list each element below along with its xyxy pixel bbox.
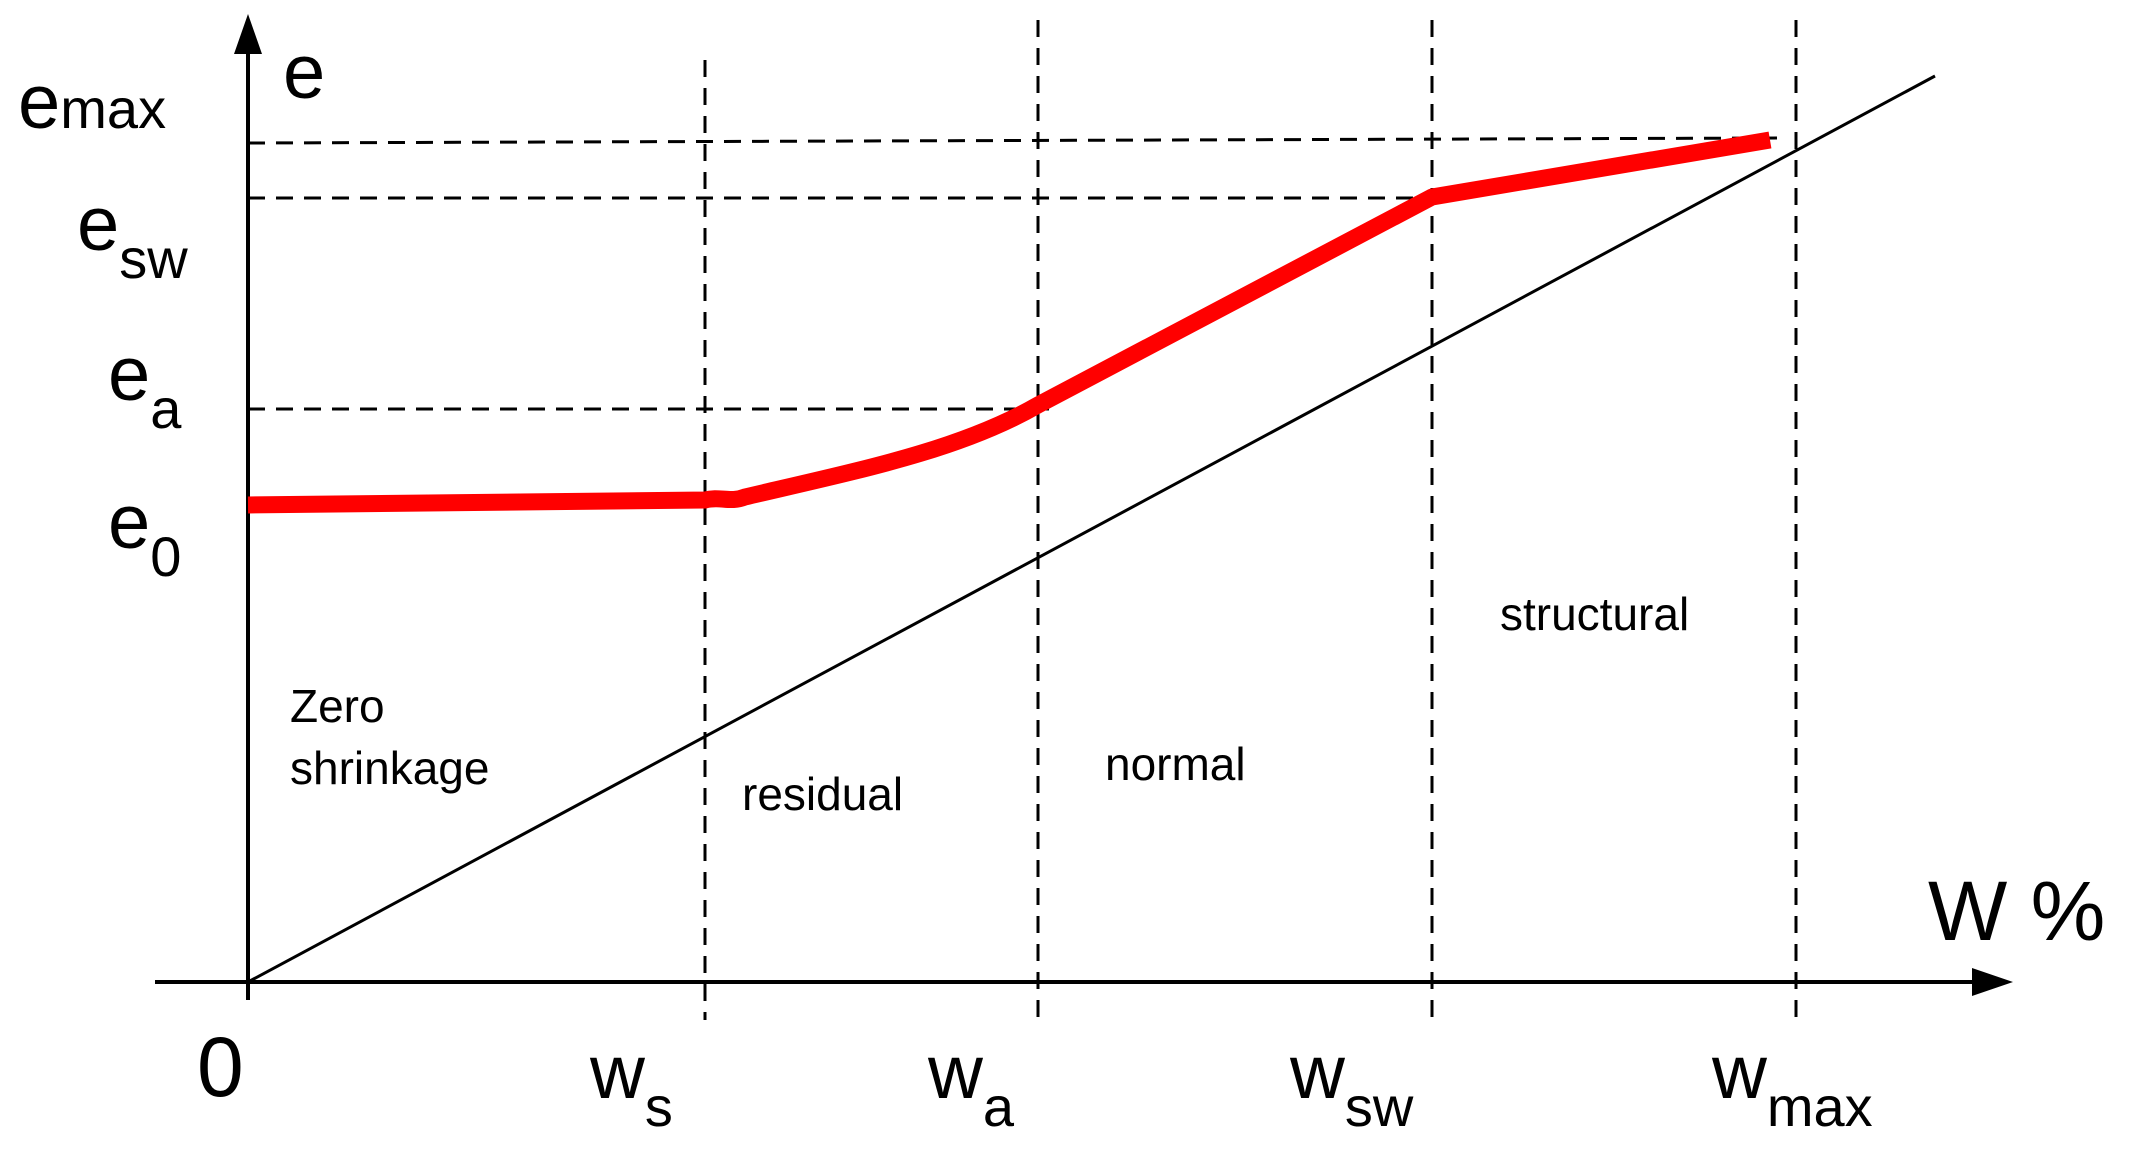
region-normal: normal [1105, 738, 1246, 790]
label-e0: e0 [108, 480, 181, 588]
label-wmax: wmax [1711, 1030, 1873, 1138]
region-zero-shrinkage: Zero shrinkage [290, 680, 489, 794]
y-axis-label: e [283, 30, 325, 115]
origin-label: 0 [197, 1020, 244, 1114]
x-axis-arrow-icon [1972, 968, 2013, 996]
label-emax: emax [18, 60, 166, 145]
void-ratio-curve [247, 131, 1772, 514]
y-axis [234, 14, 262, 1000]
region-residual: residual [742, 768, 903, 820]
x-axis-label: W % [1928, 864, 2105, 958]
saturation-line [247, 74, 1936, 984]
label-esw: esw [77, 182, 188, 290]
region-structural: structural [1500, 588, 1689, 640]
x-axis [155, 968, 2013, 996]
label-ea: ea [108, 332, 182, 440]
label-wsw: wsw [1289, 1030, 1414, 1138]
y-axis-arrow-icon [234, 14, 262, 54]
label-wa: wa [927, 1030, 1015, 1138]
guide-emax [247, 136, 1781, 145]
label-ws: ws [589, 1030, 673, 1138]
